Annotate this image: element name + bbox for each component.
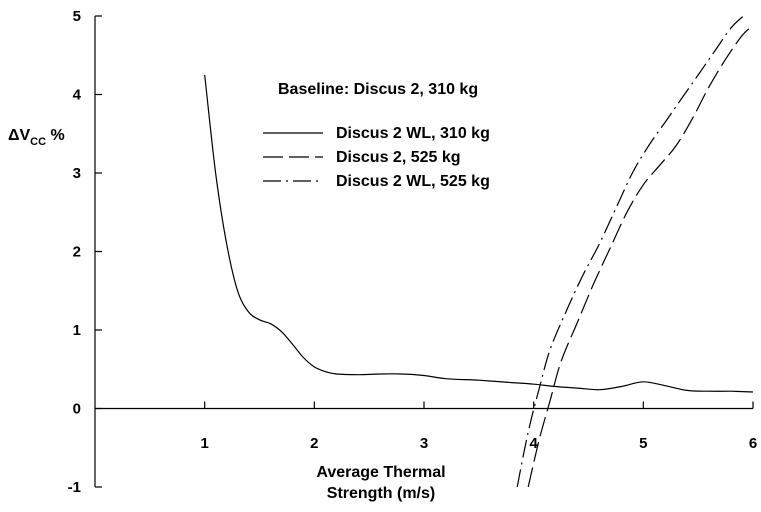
legend-label-2: Discus 2, 525 kg [336,149,461,166]
series-group [204,13,754,488]
y-tick-label: 0 [73,401,81,418]
legend-label-1: Discus 2 WL, 310 kg [336,125,490,142]
x-axis-label-line2: Strength (m/s) [327,485,435,502]
x-tick-label: 5 [639,435,647,452]
baseline-annotation: Baseline: Discus 2, 310 kg [278,81,478,98]
y-axis-label: ΔVCC % [8,127,65,148]
legend-label-3: Discus 2 WL, 525 kg [336,173,490,190]
legend: Discus 2 WL, 310 kg Discus 2, 525 kg Discu… [263,125,490,190]
series-line-2 [527,24,754,488]
x-tick-label: 6 [749,435,757,452]
y-tick-label: 4 [73,87,82,104]
x-tick-label: 1 [200,435,208,452]
series-line-1 [204,74,754,393]
y-axis-label-sub: CC [30,136,46,148]
y-tick-label: 5 [73,8,81,25]
x-tick-label: 3 [420,435,428,452]
y-tick-label: -1 [68,479,81,496]
series-line-3 [516,13,746,488]
y-axis-label-unit: % [46,127,65,144]
x-tick-label: 2 [310,435,318,452]
y-tick-label: 3 [73,165,81,182]
x-tick-label: 4 [529,435,538,452]
ticks: 1 2 3 4 5 6 -1 0 1 2 3 4 5 [68,8,758,496]
y-tick-label: 2 [73,244,81,261]
y-tick-label: 1 [73,322,81,339]
y-axis-label-main: ΔV [8,127,31,144]
x-axis-label-line1: Average Thermal [316,464,445,481]
